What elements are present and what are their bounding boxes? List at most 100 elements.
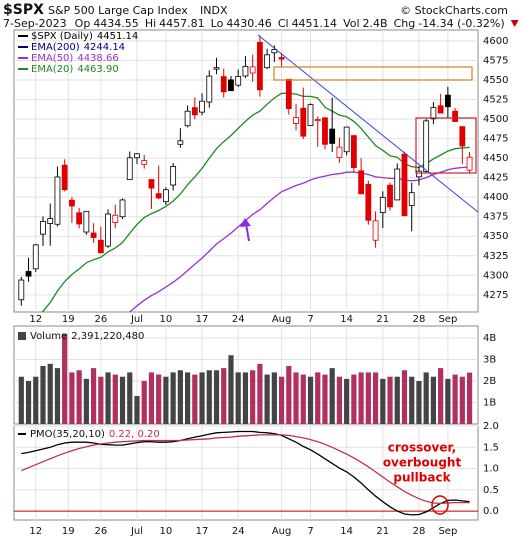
y-tick-label: 4575 (483, 55, 508, 66)
down-arrow (510, 20, 519, 27)
volume-bar (351, 374, 357, 424)
quote-label: Vol (343, 17, 359, 30)
candle-body (112, 214, 119, 223)
volume-bar (416, 381, 422, 424)
volume-bar (18, 376, 24, 424)
candle-body (170, 166, 177, 186)
indicator-line (21, 434, 470, 505)
candle-body (162, 189, 169, 203)
candle-body (177, 140, 184, 145)
candle-body (242, 65, 249, 77)
volume-bar (300, 374, 306, 424)
quote-label: Op (75, 17, 91, 30)
candle-body (40, 220, 46, 235)
legend-label: EMA(20) (31, 64, 73, 75)
y-tick-label: 4525 (483, 95, 508, 106)
y-tick-label: 3B (483, 355, 496, 366)
volume-bar (372, 372, 379, 424)
y-tick-label: 4350 (483, 231, 508, 242)
volume-bar (206, 370, 212, 424)
volume-bar (235, 372, 241, 424)
y-tick-label: 1B (483, 398, 496, 409)
volume-bar (148, 372, 155, 424)
candle-body (264, 54, 271, 69)
annotations (240, 34, 478, 242)
candle-body (394, 168, 401, 201)
candle-body (199, 100, 205, 113)
x-tick-label: 26 (94, 314, 107, 325)
y-tick-label: 2.0 (483, 421, 499, 432)
x-tick-label: Sep (438, 526, 457, 537)
volume-bar (141, 381, 147, 424)
volume-bar (286, 365, 292, 424)
candle-body (54, 176, 61, 225)
quote-line: Op 4434.55 Hi 4457.81 Lo 4430.46 Cl 4451.14 Vol 2… (75, 17, 519, 30)
crossover-circle (431, 495, 449, 515)
panel-title: PMO(35,20,10) (30, 429, 105, 440)
candle-body (401, 153, 408, 217)
annotation: crossover, (388, 441, 456, 455)
candle-body (184, 110, 191, 127)
candle-body (437, 105, 444, 114)
candle-body (343, 126, 350, 153)
candle-body (271, 49, 278, 54)
candle-body (90, 232, 97, 238)
volume-bar (380, 378, 386, 424)
x-tick-label: Sep (438, 314, 457, 325)
quote-label: Lo (211, 17, 224, 30)
x-tick-label: 21 (376, 526, 389, 537)
volume-bar (329, 368, 335, 424)
quote-value: 4434.55 (93, 17, 139, 30)
volume-bar (54, 368, 61, 424)
trend-line (257, 34, 478, 213)
candle-body (358, 170, 365, 195)
y-tick-label: 4400 (483, 192, 508, 203)
x-tick-label: 14 (340, 526, 353, 537)
candle-body (307, 104, 314, 127)
volume-bar (278, 376, 285, 424)
candle-body (430, 107, 437, 120)
volume-bar (315, 372, 321, 424)
volume-bar (221, 368, 227, 424)
panel-readout: 2,391,220,480 (71, 331, 144, 342)
candle-body (141, 160, 148, 165)
quote-value: -14.34 (-0.32%) (418, 17, 504, 30)
quote-label: Cl (278, 17, 289, 30)
x-tick-label: 24 (232, 526, 245, 537)
legend-value: 4463.90 (77, 64, 118, 75)
candle-body (285, 78, 292, 109)
volume-bar (264, 374, 270, 424)
candle-body (69, 199, 75, 207)
y-tick-label: 4500 (483, 114, 508, 125)
y-tick-label: 1.0 (483, 464, 499, 475)
x-tick-label: 21 (376, 314, 389, 325)
pmo-series (21, 430, 470, 516)
volume-bar (228, 355, 234, 424)
legend-value: 4438.66 (77, 53, 118, 64)
y-tick-label: 4375 (483, 212, 508, 223)
y-tick-label: 4475 (483, 134, 508, 145)
volume-bar (271, 372, 277, 424)
volume-bar (69, 372, 75, 424)
volume-bar (250, 370, 256, 424)
x-tick-label: 19 (62, 526, 75, 537)
candle-body (249, 66, 256, 74)
arrow-shaft (245, 223, 250, 242)
y-tick-label: 4425 (483, 173, 508, 184)
y-tick-label: 0.5 (483, 485, 499, 496)
candle-body (83, 210, 90, 233)
legend-label: EMA(200) (31, 42, 80, 53)
volume-bar (401, 370, 408, 424)
x-tick-label: 17 (196, 314, 209, 325)
candle-body (213, 67, 220, 70)
candle-body (220, 76, 227, 93)
volume-bar (83, 378, 89, 424)
candle-body (365, 184, 372, 221)
candle-body (61, 164, 68, 191)
exchange: INDX (200, 4, 228, 17)
y-tick-label: 4450 (483, 153, 508, 164)
resistance-box (273, 66, 473, 81)
volume-bar (184, 372, 191, 424)
quote-date: 7-Sep-2023 (3, 17, 67, 30)
